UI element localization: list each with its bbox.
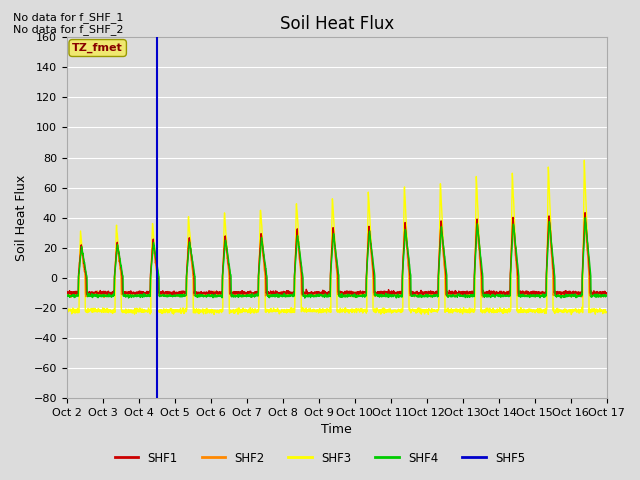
Text: No data for f_SHF_2: No data for f_SHF_2 (13, 24, 124, 35)
Title: Soil Heat Flux: Soil Heat Flux (280, 15, 394, 33)
X-axis label: Time: Time (321, 423, 352, 436)
Y-axis label: Soil Heat Flux: Soil Heat Flux (15, 175, 28, 261)
Text: No data for f_SHF_1: No data for f_SHF_1 (13, 12, 123, 23)
Legend: SHF1, SHF2, SHF3, SHF4, SHF5: SHF1, SHF2, SHF3, SHF4, SHF5 (110, 447, 530, 469)
Text: TZ_fmet: TZ_fmet (72, 43, 123, 53)
